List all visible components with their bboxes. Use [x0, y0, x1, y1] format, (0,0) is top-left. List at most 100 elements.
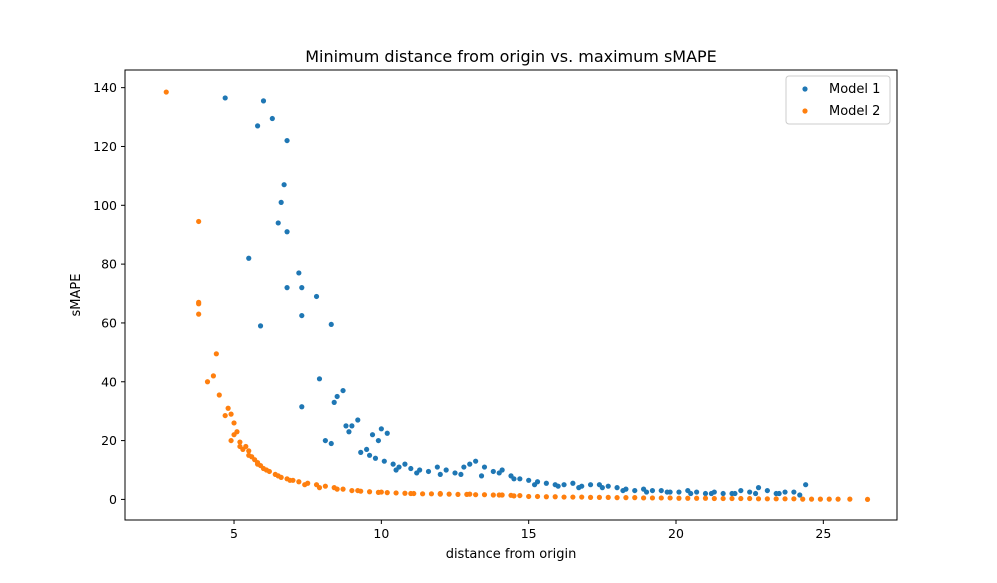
data-point: [561, 482, 567, 488]
data-point: [755, 485, 762, 491]
data-point: [414, 470, 420, 476]
data-point: [437, 490, 443, 497]
chart-title: Minimum distance from origin vs. maximum…: [305, 47, 717, 66]
data-point: [658, 495, 664, 501]
data-point: [817, 496, 823, 502]
data-point: [381, 458, 387, 464]
data-point: [281, 182, 287, 188]
data-points: [163, 89, 871, 503]
data-point: [517, 492, 523, 499]
data-point: [667, 495, 673, 501]
data-point: [776, 490, 782, 497]
series-1-points: [222, 95, 809, 498]
data-point: [835, 496, 841, 502]
data-point: [467, 461, 473, 467]
data-point: [443, 467, 449, 473]
data-point: [755, 496, 762, 502]
y-tick-label: 20: [101, 433, 117, 448]
data-point: [526, 493, 532, 500]
data-point: [313, 293, 320, 300]
data-point: [752, 490, 759, 497]
data-point: [420, 491, 426, 497]
data-point: [393, 467, 399, 473]
data-point: [800, 496, 806, 502]
data-point: [458, 471, 464, 478]
data-point: [649, 487, 656, 494]
data-point: [534, 493, 541, 500]
data-point: [254, 123, 261, 129]
data-point: [349, 487, 355, 494]
data-point: [366, 489, 373, 495]
data-point: [552, 494, 558, 500]
legend-frame: [785, 75, 891, 125]
data-point: [243, 443, 249, 450]
data-point: [561, 494, 567, 500]
data-point: [473, 492, 479, 498]
data-point: [587, 494, 594, 500]
x-axis-label: distance from origin: [446, 547, 577, 562]
data-point: [384, 430, 390, 436]
data-point: [246, 448, 252, 454]
data-point: [349, 423, 355, 429]
data-point: [605, 483, 611, 489]
data-point: [708, 490, 714, 497]
data-point: [302, 482, 308, 488]
x-tick-label: 5: [230, 526, 238, 541]
data-point: [676, 495, 682, 501]
data-point: [473, 458, 479, 464]
data-point: [808, 496, 815, 502]
y-tick-label: 40: [101, 374, 117, 389]
data-point: [782, 496, 788, 502]
data-point: [163, 89, 169, 95]
data-point: [372, 455, 379, 461]
data-point: [254, 461, 261, 467]
data-point: [685, 495, 691, 501]
data-point: [555, 483, 561, 489]
data-point: [620, 487, 626, 494]
data-point: [791, 489, 797, 495]
legend-label-model-2: Model 2: [829, 104, 880, 119]
data-point: [664, 489, 670, 495]
data-point: [543, 494, 549, 500]
data-point: [694, 495, 700, 501]
data-point: [490, 492, 496, 498]
data-point: [467, 491, 473, 497]
y-tick-label: 140: [93, 80, 117, 95]
data-point: [358, 449, 364, 455]
data-point: [640, 495, 647, 501]
data-point: [496, 492, 502, 498]
y-tick-label: 80: [101, 257, 117, 272]
data-point: [390, 461, 396, 467]
data-point: [747, 489, 753, 495]
data-point: [773, 496, 779, 502]
data-point: [263, 467, 270, 473]
data-point: [826, 496, 832, 502]
data-point: [732, 490, 738, 497]
data-point: [278, 199, 284, 205]
data-point: [517, 476, 523, 482]
data-point: [196, 311, 202, 317]
data-point: [355, 487, 361, 494]
data-point: [393, 490, 399, 496]
data-point: [364, 446, 370, 453]
data-point: [287, 477, 293, 483]
data-point: [738, 487, 744, 494]
data-point: [496, 470, 502, 476]
data-point: [738, 495, 744, 502]
data-point: [579, 494, 585, 500]
data-point: [702, 495, 709, 501]
data-point: [658, 487, 664, 494]
data-point: [478, 473, 485, 479]
data-point: [623, 495, 629, 501]
data-point: [284, 285, 290, 291]
legend: Model 1 Model 2: [785, 75, 891, 125]
data-point: [526, 477, 532, 483]
data-point: [455, 491, 461, 498]
data-point: [275, 220, 281, 226]
data-point: [246, 255, 252, 261]
data-point: [340, 486, 346, 492]
data-point: [296, 270, 302, 276]
y-axis-label: sMAPE: [69, 274, 84, 317]
data-point: [720, 495, 726, 502]
